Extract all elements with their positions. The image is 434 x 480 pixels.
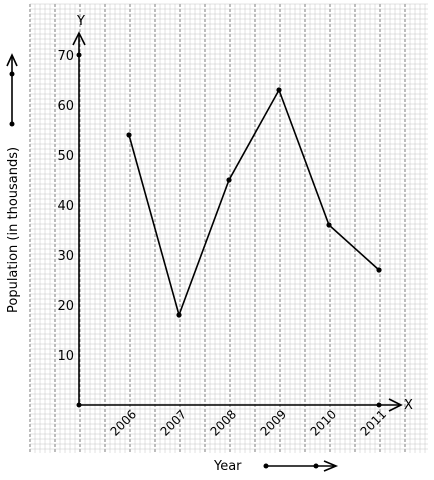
x-axis-label: Year: [213, 459, 242, 474]
data-point: [126, 132, 132, 138]
series-line: [128, 88, 380, 318]
grid: [29, 3, 428, 453]
data-point: [176, 312, 182, 318]
y-axis-letter: Y: [76, 14, 85, 29]
y-tick-labels: 10 20 30 40 50 60 70: [57, 49, 74, 364]
y-axis-arrowhead: [72, 31, 86, 46]
x-axis-end-point: [376, 402, 382, 408]
axes: Y X: [72, 14, 413, 413]
y-tick-label: 40: [57, 199, 74, 214]
y-tick-label: 60: [57, 99, 74, 114]
y-axis-label: Population (in thousands): [6, 147, 21, 313]
x-axis-arrowhead: [388, 398, 403, 412]
data-point: [226, 177, 232, 183]
x-axis-letter: X: [404, 398, 413, 413]
y-direction-arrow: [6, 53, 18, 127]
y-tick-label: 70: [57, 49, 74, 64]
series-population: [126, 87, 382, 408]
y-tick-label: 10: [57, 349, 74, 364]
y-tick-label: 30: [57, 249, 74, 264]
x-direction-arrow: [263, 460, 339, 472]
y-tick-label: 20: [57, 299, 74, 314]
data-point: [326, 222, 332, 228]
data-point: [376, 267, 382, 273]
origin-point: [76, 402, 82, 408]
y-axis-top-point: [76, 52, 82, 58]
data-point: [276, 87, 282, 93]
y-tick-label: 50: [57, 149, 74, 164]
